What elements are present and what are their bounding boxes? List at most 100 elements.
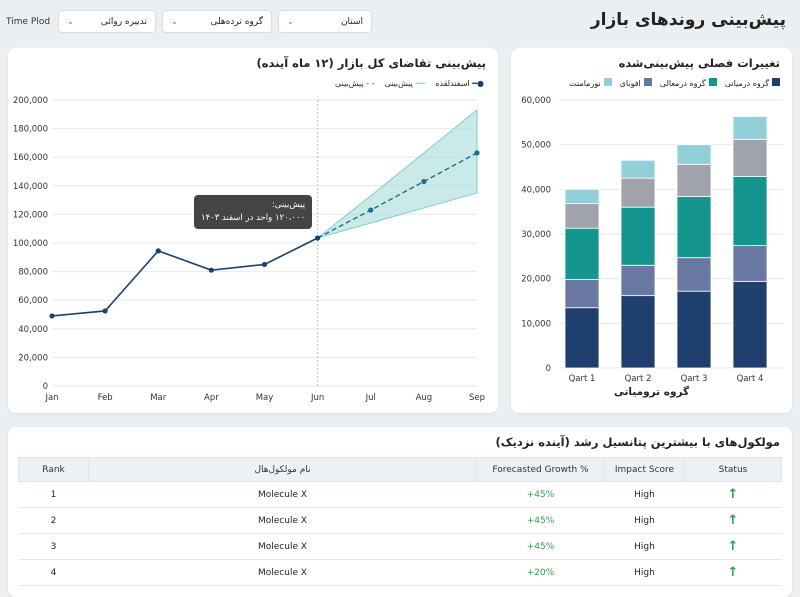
bar-chart-card: تغییرات فصلی پیش‌بینی‌شده 0 10,000 20,000 3…	[511, 48, 792, 413]
y-tick-label: 160,000	[13, 153, 48, 163]
confidence-band	[317, 109, 478, 239]
y-tick-label: 40,000	[521, 185, 551, 195]
chevron-down-icon: ⌄	[287, 17, 294, 26]
y-tick-label: 100,000	[13, 239, 48, 249]
actual-point	[102, 308, 108, 314]
x-tick-label: Aug	[416, 393, 433, 403]
bar-segment	[620, 159, 656, 179]
legend-swatch	[708, 78, 717, 86]
x-tick-label: Jun	[310, 393, 324, 403]
rank-cell: 1	[18, 481, 89, 508]
bar-segment	[564, 188, 600, 205]
forecast-line	[317, 152, 478, 239]
legend-item: نورمامنت	[569, 78, 612, 88]
bar-segment	[732, 175, 768, 247]
legend-item: گروه درمعالی	[660, 78, 717, 88]
y-tick-label: 60,000	[521, 96, 551, 106]
bar-chart-title: تغییرات فصلی پیش‌بینی‌شده	[618, 56, 780, 70]
legend-forecast: - - پیش‌بینی	[335, 79, 375, 88]
x-tick-label: Sep	[469, 393, 485, 403]
bar-segment	[732, 138, 768, 177]
status-arrow-up-icon: ↑	[684, 559, 782, 586]
bar-segment	[620, 177, 656, 208]
status-arrow-up-icon: ↑	[684, 507, 782, 534]
growth-cell: +45%	[476, 481, 605, 508]
growth-cell: +20%	[476, 559, 605, 586]
name-cell: Molecule X	[88, 533, 477, 560]
bar-segment	[620, 295, 656, 369]
legend-item: افوبای	[620, 78, 652, 88]
bar-segment	[620, 206, 656, 266]
x-tick-label: Qart 4	[737, 374, 764, 384]
table-row[interactable]: 1 Molecule X +45% High ↑	[18, 481, 782, 508]
impact-cell: High	[604, 481, 685, 508]
x-tick-label: Qart 3	[681, 374, 708, 384]
tooltip: پیش‌بینی: ۱۲۰،۰۰۰ واحد در اسفند ۱۴۰۳	[194, 195, 313, 229]
impact-cell: High	[604, 533, 685, 560]
legend-label: گروه درمیانی	[724, 79, 769, 88]
y-tick-label: 180,000	[13, 125, 48, 135]
col-growth[interactable]: Forecasted Growth %	[476, 457, 605, 482]
bar-chart: 0 10,000 20,000 30,000 40,000 50,000 60,000 Qar…	[521, 96, 783, 384]
line-chart: 0 20,000 40,000 60,000 80,000 100,000 120,000 1…	[13, 96, 485, 403]
bar-segment	[676, 257, 712, 292]
line-legend: ●━ اسفندلقده ━━ پیش‌بینی - - پیش‌بینی	[335, 79, 484, 88]
bar-segment	[564, 203, 600, 229]
filter-value: گروه ترده‌هلی	[210, 16, 264, 27]
table-row[interactable]: 4 Molecule X +20% High ↑	[18, 559, 782, 586]
y-tick-label: 10,000	[521, 319, 551, 329]
col-rank[interactable]: Rank	[18, 457, 89, 482]
actual-line	[51, 237, 318, 317]
legend-swatch	[772, 78, 780, 86]
name-cell: Molecule X	[88, 559, 477, 586]
col-impact[interactable]: Impact Score	[604, 457, 685, 482]
x-tick-label: Qart 1	[569, 374, 596, 384]
line-chart-title: پیش‌بینی تقاضای کل بازار (۱۲ ماه آینده)	[256, 56, 486, 70]
legend-actual: ●━ اسفندلقده	[435, 79, 484, 88]
bar-legend: گروه درمیانی گروه درمعالی افوبای نورمامنت	[569, 78, 780, 88]
rank-cell: 3	[18, 533, 89, 560]
bar-x-axis-label: گروه ترومیاتی	[613, 386, 690, 398]
molecules-table: Rank نام مولکول‌هال Forecasted Growth % …	[18, 457, 782, 586]
x-tick-label: Mar	[150, 393, 167, 403]
y-tick-label: 0	[546, 364, 551, 374]
table-row[interactable]: 2 Molecule X +45% High ↑	[18, 507, 782, 534]
x-tick-label: Jul	[365, 393, 376, 403]
y-tick-label: 140,000	[13, 182, 48, 192]
growth-cell: +45%	[476, 533, 605, 560]
actual-point	[155, 248, 161, 254]
y-tick-label: 20,000	[521, 275, 551, 285]
col-status[interactable]: Status	[684, 457, 782, 482]
bar-segment	[676, 290, 712, 369]
y-tick-label: 50,000	[521, 141, 551, 151]
filter-dropdown-3[interactable]: استان ⌄	[278, 10, 373, 33]
bar-segment	[732, 280, 768, 369]
bar-segment	[732, 116, 768, 140]
bar-segment	[620, 264, 656, 297]
bar-segment	[676, 196, 712, 259]
x-tick-label: Feb	[98, 393, 113, 403]
actual-point	[49, 313, 55, 319]
tooltip-title: پیش‌بینی:	[271, 200, 306, 210]
forecast-point	[368, 207, 374, 213]
rank-cell: 2	[18, 507, 89, 534]
filter-dropdown-1[interactable]: تدبیره روائی ⌄	[58, 10, 157, 33]
page-title: پیش‌بینی روندهای بازار	[590, 10, 786, 30]
bar-segment	[676, 144, 712, 165]
bar-segment	[732, 245, 768, 282]
table-row[interactable]: 3 Molecule X +45% High ↑	[18, 533, 782, 560]
legend-swatch	[603, 78, 612, 86]
col-name[interactable]: نام مولکول‌هال	[88, 457, 477, 482]
status-arrow-up-icon: ↑	[684, 481, 782, 508]
bar-segment	[564, 307, 600, 369]
forecast-point	[421, 178, 427, 185]
filter-value: استان	[340, 16, 364, 27]
legend-label: نورمامنت	[569, 79, 601, 88]
actual-point	[261, 261, 268, 268]
legend-band: ━━ پیش‌بینی	[384, 79, 426, 88]
status-arrow-up-icon: ↑	[684, 533, 782, 560]
impact-cell: High	[604, 507, 685, 534]
filter-dropdown-2[interactable]: گروه ترده‌هلی ⌄	[162, 10, 273, 33]
bar-segment	[564, 227, 600, 280]
x-tick-label: May	[256, 393, 274, 403]
